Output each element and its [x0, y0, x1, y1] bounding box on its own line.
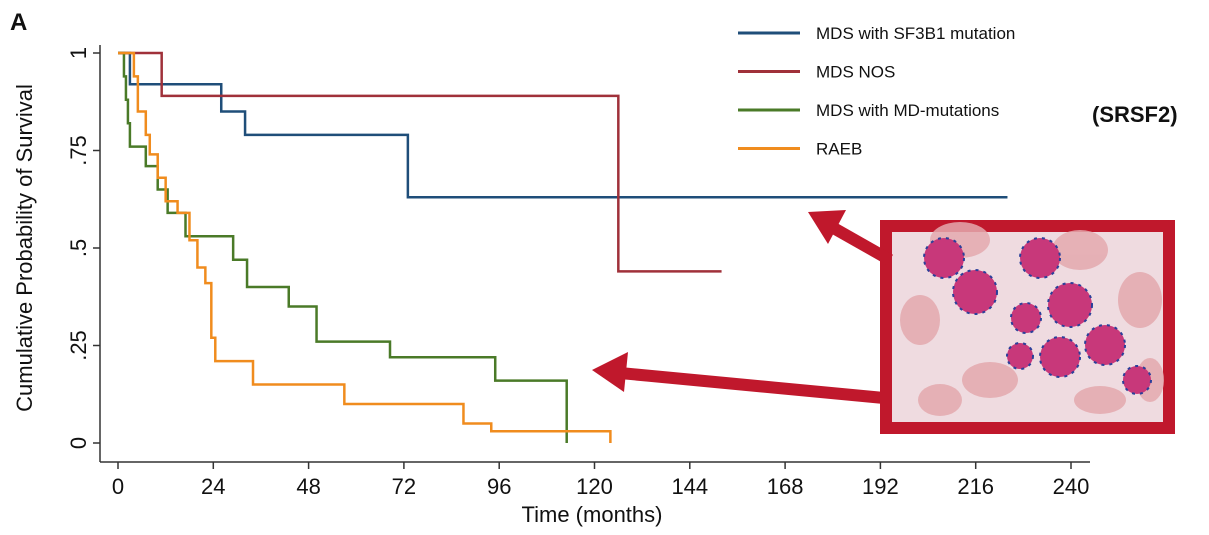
- x-tick-label: 0: [112, 474, 124, 499]
- y-tick-label: .5: [66, 239, 91, 257]
- x-tick-label: 96: [487, 474, 511, 499]
- legend-label: RAEB: [816, 140, 862, 159]
- x-tick-label: 192: [862, 474, 899, 499]
- y-tick-label: .25: [66, 330, 91, 361]
- legend-label: MDS with MD-mutations: [816, 101, 999, 120]
- survival-curve: [118, 51, 1008, 199]
- x-axis-label: Time (months): [522, 502, 663, 527]
- cell-image: [880, 220, 1175, 434]
- x-tick-label: 216: [957, 474, 994, 499]
- y-tick-label: .75: [66, 135, 91, 166]
- arrows: [592, 210, 893, 404]
- y-tick-label: 0: [66, 437, 91, 449]
- legend-label: MDS with SF3B1 mutation: [816, 24, 1015, 43]
- x-tick-label: 168: [767, 474, 804, 499]
- x-tick-label: 120: [576, 474, 613, 499]
- y-axis-label: Cumulative Probability of Survival: [12, 84, 37, 412]
- survival-curve: [118, 51, 722, 273]
- survival-curve: [118, 51, 612, 443]
- x-tick-label: 48: [296, 474, 320, 499]
- x-tick-label: 240: [1053, 474, 1090, 499]
- panel-label: A: [10, 9, 27, 36]
- y-tick-label: 1: [66, 47, 91, 59]
- x-tick-label: 72: [392, 474, 416, 499]
- legend-label: MDS NOS: [816, 63, 895, 82]
- annotation: (SRSF2): [1092, 102, 1178, 127]
- x-tick-label: 24: [201, 474, 225, 499]
- x-tick-label: 144: [671, 474, 708, 499]
